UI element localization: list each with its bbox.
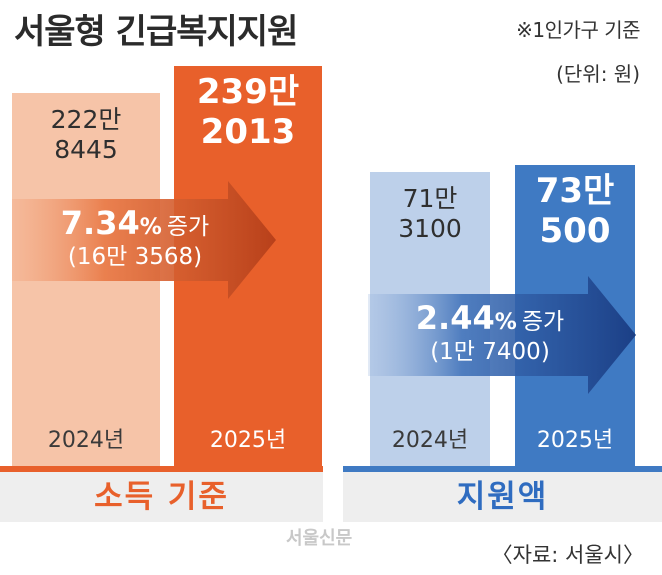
value-label-support-2025-man: 73만 — [535, 171, 615, 212]
increase-percent-support: 2.44% — [415, 299, 517, 337]
increase-word-income: 증가 — [166, 214, 210, 240]
value-label-support-2024-won: 3100 — [398, 213, 462, 243]
category-label-income: 소득 기준 — [0, 472, 323, 522]
value-label-support-2025: 73만 500 — [515, 171, 635, 251]
year-label-support-2025: 2025년 — [536, 428, 614, 453]
year-label-support-2024: 2024년 — [391, 428, 469, 453]
year-label-income-2025: 2025년 — [209, 428, 287, 453]
increase-amount-support: (1만 7400) — [430, 339, 550, 365]
watermark: 서울신문 — [286, 528, 353, 549]
increase-amount-income: (16만 3568) — [67, 244, 203, 270]
value-label-income-2025: 239만 2013 — [174, 72, 322, 152]
baseline-income — [0, 466, 323, 472]
value-label-income-2025-won: 2013 — [200, 111, 296, 152]
value-label-income-2024-won: 8445 — [54, 134, 118, 164]
category-label-support: 지원액 — [343, 472, 662, 522]
value-label-income-2024-man: 222만 — [50, 105, 122, 135]
value-label-income-2025-man: 239만 — [196, 71, 300, 112]
baseline-support — [343, 466, 662, 472]
increase-arrow-income — [12, 181, 276, 299]
chart-title: 서울형 긴급복지지원 — [14, 12, 298, 52]
value-label-support-2024: 71만 3100 — [370, 184, 490, 243]
increase-percent-income: 7.34% — [60, 204, 162, 242]
increase-word-support: 증가 — [521, 309, 565, 335]
source-note: 〈자료: 서울시〉 — [491, 543, 644, 567]
value-label-income-2024: 222만 8445 — [12, 105, 160, 164]
year-label-income-2024: 2024년 — [47, 428, 125, 453]
value-label-support-2024-man: 71만 — [402, 184, 458, 214]
value-label-support-2025-won: 500 — [539, 211, 611, 252]
increase-label-support: 2.44% 증가 (1만 7400) — [390, 298, 590, 367]
increase-arrow-support — [368, 276, 636, 394]
basis-note: ※1인가구 기준 — [516, 18, 640, 42]
unit-note: (단위: 원) — [556, 62, 640, 86]
increase-label-income: 7.34% 증가 (16만 3568) — [30, 203, 240, 272]
